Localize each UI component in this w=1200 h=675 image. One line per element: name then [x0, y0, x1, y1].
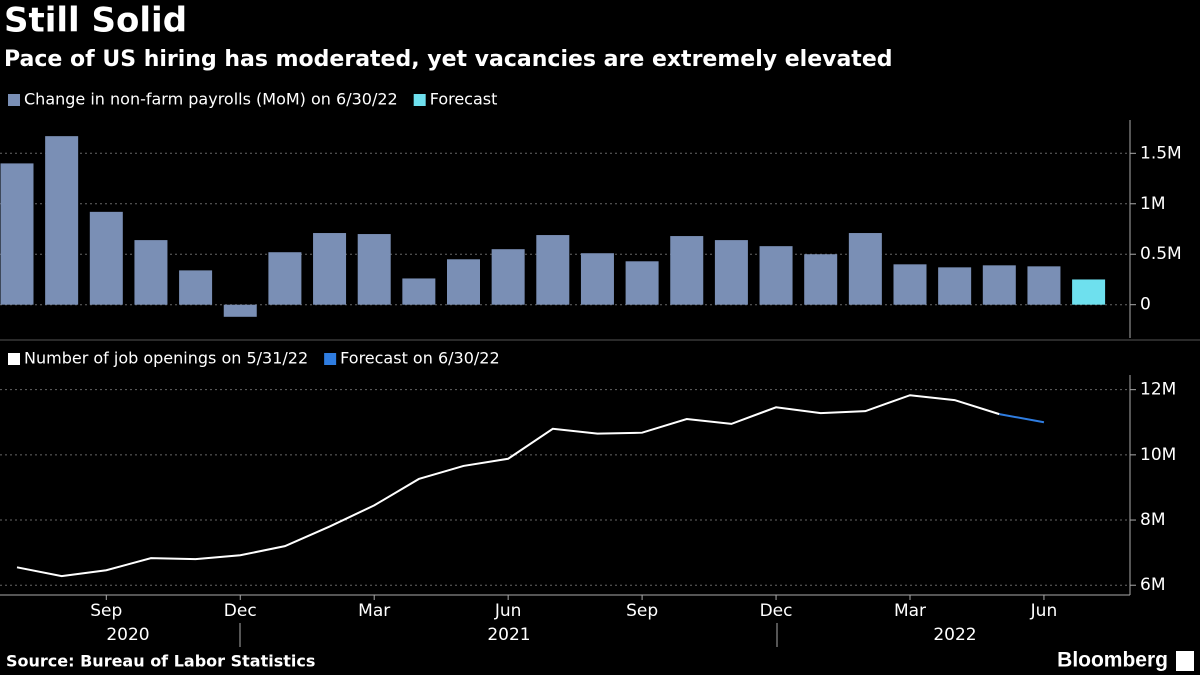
y-tick-label: 10M — [1140, 445, 1176, 465]
bar — [0, 163, 34, 305]
bar — [536, 235, 570, 305]
legend-label: Forecast on 6/30/22 — [340, 349, 499, 368]
bar — [402, 278, 436, 305]
bar — [759, 246, 793, 305]
legend-label: Forecast — [430, 90, 498, 109]
x-year-label: 2022 — [933, 625, 976, 645]
y-tick-label: 0 — [1140, 295, 1151, 315]
line — [16, 394, 1000, 578]
y-tick-label: 1M — [1140, 194, 1165, 214]
x-year-label: 2020 — [106, 625, 149, 645]
legend-swatch — [413, 94, 426, 106]
bar — [1027, 266, 1061, 305]
bar — [447, 259, 480, 305]
bar — [268, 252, 302, 305]
bar — [223, 304, 257, 317]
brand-icon — [1176, 651, 1194, 671]
x-tick-label: Dec — [760, 601, 793, 621]
chart-title: Still Solid — [4, 1, 187, 41]
bar — [1072, 279, 1106, 305]
y-tick-label: 0.5M — [1140, 244, 1182, 264]
bar — [982, 265, 1016, 305]
legend-swatch — [8, 94, 20, 106]
bar — [45, 136, 79, 305]
x-tick-label: Sep — [90, 601, 122, 621]
y-tick-label: 12M — [1140, 380, 1176, 400]
bar — [134, 240, 168, 305]
y-tick-label: 8M — [1140, 510, 1165, 530]
bar — [313, 233, 347, 305]
x-tick-label: Mar — [894, 601, 926, 621]
x-tick-label: Dec — [224, 601, 257, 621]
bar — [938, 267, 972, 305]
x-tick-label: Jun — [494, 601, 522, 621]
bar — [848, 233, 882, 305]
legend-label: Change in non-farm payrolls (MoM) on 6/3… — [24, 90, 398, 109]
bar — [625, 261, 659, 305]
legend-swatch — [8, 353, 20, 365]
brand: Bloomberg — [1057, 649, 1168, 672]
source: Source: Bureau of Labor Statistics — [6, 652, 315, 671]
x-tick-label: Mar — [358, 601, 390, 621]
bar — [179, 270, 213, 305]
legend-swatch — [324, 353, 337, 365]
bar — [670, 236, 704, 305]
bar — [714, 240, 748, 305]
line — [999, 413, 1045, 424]
legend-label: Number of job openings on 5/31/22 — [24, 349, 308, 368]
bar — [893, 264, 927, 305]
bar — [804, 254, 838, 305]
bar — [357, 234, 391, 305]
x-year-label: 2021 — [487, 625, 530, 645]
y-tick-label: 6M — [1140, 575, 1165, 595]
bar — [580, 253, 614, 305]
x-tick-label: Jun — [1030, 601, 1058, 621]
x-tick-label: Sep — [626, 601, 658, 621]
bar — [491, 249, 525, 305]
y-tick-label: 1.5M — [1140, 143, 1182, 163]
bar — [89, 211, 123, 305]
chart-subtitle: Pace of US hiring has moderated, yet vac… — [4, 47, 893, 72]
